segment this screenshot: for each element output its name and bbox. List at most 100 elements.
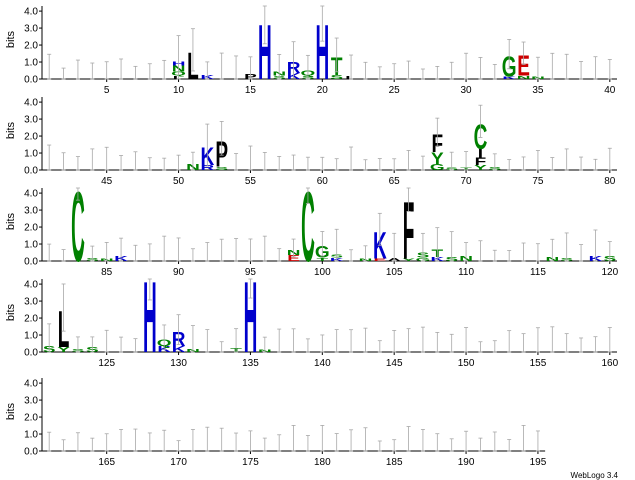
x-tick-label: 160 [601, 358, 618, 369]
x-tick-label: 165 [98, 457, 115, 468]
logo-rows: 0.01.02.03.04.0bits510152025303540LQNHLK… [5, 5, 619, 468]
y-tick-label: 2.0 [24, 132, 38, 143]
y-tick-label: 0.0 [24, 447, 38, 458]
y-tick-label: 1.0 [24, 240, 38, 251]
x-tick-label: 85 [101, 267, 113, 278]
logo-letter-C: C [301, 172, 315, 283]
y-tick-label: 2.0 [24, 413, 38, 424]
x-tick-label: 195 [530, 457, 547, 468]
logo-letter-T: T [317, 257, 329, 262]
y-axis-label: bits [5, 30, 17, 48]
logo-letter-G: G [430, 163, 445, 172]
logo-letter-E: E [373, 258, 386, 262]
x-tick-label: 135 [242, 358, 259, 369]
x-tick-label: 120 [601, 267, 618, 278]
logo-letter-H: H [258, 10, 272, 97]
logo-row: 0.0 1.0 2.0 3.0 4.0 bits 165 170 175 180 185 190 195 [5, 378, 547, 468]
x-tick-label: 185 [386, 457, 403, 468]
logo-row: 0.0 1.0 2.0 3.0 4.0 bits 85 90 95 100 105 110 115 120… [5, 172, 619, 283]
logo-letter-N: N [517, 75, 531, 80]
x-tick-label: 30 [461, 85, 473, 96]
logo-letter-F: F [403, 185, 415, 276]
x-tick-label: 25 [389, 85, 401, 96]
y-tick-label: 3.0 [24, 24, 38, 35]
logo-letter-H: H [143, 262, 157, 375]
y-tick-label: 1.0 [24, 149, 38, 160]
x-tick-label: 105 [386, 267, 403, 278]
x-tick-label: 5 [104, 85, 110, 96]
logo-letter-Y: Y [431, 149, 444, 168]
y-tick-label: 4.0 [24, 7, 38, 18]
x-tick-label: 80 [604, 176, 616, 187]
x-tick-label: 115 [530, 267, 546, 278]
y-tick-label: 2.0 [24, 223, 38, 234]
logo-letter-H: H [244, 262, 258, 375]
logo-letter-T: T [460, 167, 473, 171]
x-tick-label: 125 [98, 358, 115, 369]
y-tick-label: 3.0 [24, 396, 38, 407]
logo-letter-K: K [589, 255, 604, 263]
logo-letter-K: K [114, 255, 129, 263]
y-tick-label: 1.0 [24, 331, 38, 342]
logo-letter-K: K [373, 226, 387, 268]
x-tick-label: 60 [317, 176, 329, 187]
y-tick-label: 2.0 [24, 41, 38, 52]
y-tick-label: 0.0 [24, 257, 38, 268]
logo-letter-Y: Y [57, 346, 70, 354]
y-axis-label: bits [5, 303, 17, 321]
logo-letter-I: I [478, 148, 483, 161]
x-tick-label: 95 [245, 267, 257, 278]
y-tick-label: 4.0 [24, 189, 38, 200]
logo-row: 0.01.02.03.04.0bits510152025303540LQNHLK… [5, 5, 617, 97]
x-tick-label: 50 [173, 176, 185, 187]
x-tick-label: 75 [532, 176, 544, 187]
y-tick-label: 3.0 [24, 206, 38, 217]
y-tick-label: 0.0 [24, 75, 38, 86]
y-axis-label: bits [5, 212, 17, 230]
logo-letter-S: S [330, 74, 343, 81]
x-tick-label: 20 [317, 85, 329, 96]
y-axis-label: bits [5, 121, 17, 139]
y-tick-label: 4.0 [24, 98, 38, 109]
x-tick-label: 190 [458, 457, 475, 468]
logo-letter-K: K [172, 345, 186, 354]
x-tick-label: 175 [242, 457, 259, 468]
x-tick-label: 70 [461, 176, 473, 187]
y-tick-label: 4.0 [24, 280, 38, 291]
logo-letter-K: K [502, 76, 516, 80]
y-tick-label: 2.0 [24, 314, 38, 325]
x-tick-label: 170 [170, 457, 187, 468]
x-tick-label: 100 [314, 267, 331, 278]
x-tick-label: 65 [389, 176, 401, 187]
y-tick-label: 1.0 [24, 58, 38, 69]
x-tick-label: 45 [101, 176, 113, 187]
logo-letter-K: K [430, 256, 445, 263]
x-tick-label: 155 [530, 358, 547, 369]
x-tick-label: 110 [458, 267, 474, 278]
x-tick-label: 140 [314, 358, 331, 369]
logo-row: 0.01.02.03.04.0bits4550556065707580NRKSP… [5, 97, 617, 187]
y-axis-label: bits [5, 402, 17, 420]
logo-letter-Y: Y [402, 258, 415, 262]
y-tick-label: 3.0 [24, 297, 38, 308]
x-tick-label: 35 [532, 85, 544, 96]
y-tick-label: 1.0 [24, 430, 38, 441]
x-tick-label: 90 [173, 267, 185, 278]
logo-letter-F: F [475, 156, 487, 168]
y-tick-label: 3.0 [24, 115, 38, 126]
logo-letter-K: K [200, 74, 215, 81]
x-tick-label: 55 [245, 176, 257, 187]
logo-letter-Y: Y [474, 164, 487, 172]
x-tick-label: 180 [314, 457, 331, 468]
x-tick-label: 10 [173, 85, 185, 96]
x-tick-label: 40 [604, 85, 616, 96]
logo-letter-H: H [315, 10, 329, 97]
logo-letter-E: E [287, 254, 300, 263]
logo-letter-C: C [71, 172, 85, 283]
y-tick-label: 4.0 [24, 379, 38, 390]
x-tick-label: 130 [170, 358, 187, 369]
y-tick-label: 0.0 [24, 166, 38, 177]
x-tick-label: 150 [458, 358, 475, 369]
y-tick-label: 0.0 [24, 348, 38, 359]
